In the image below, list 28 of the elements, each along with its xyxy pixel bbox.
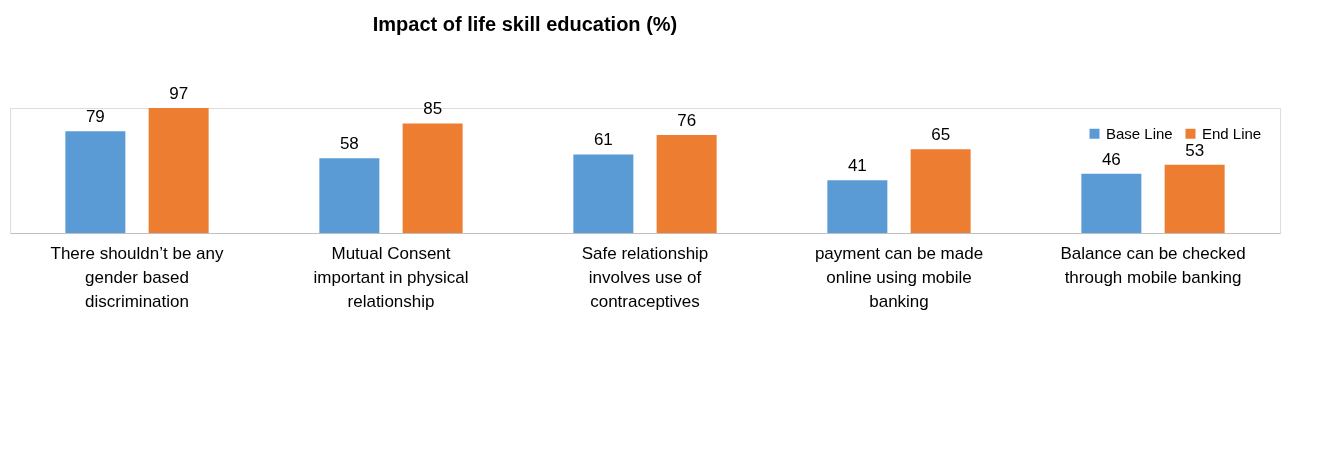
data-label: 79 bbox=[85, 107, 105, 127]
data-label: 41 bbox=[847, 156, 867, 176]
data-label: 65 bbox=[931, 125, 951, 145]
data-label: 85 bbox=[423, 99, 443, 119]
data-label: 97 bbox=[169, 84, 189, 103]
x-tick-label: payment can be made online using mobile banking bbox=[814, 243, 984, 311]
bar bbox=[827, 180, 888, 233]
bar bbox=[656, 135, 717, 233]
data-label: 53 bbox=[1185, 140, 1205, 160]
data-label: 58 bbox=[339, 134, 359, 154]
bar bbox=[319, 158, 380, 233]
chart-title: Impact of life skill education (%) bbox=[372, 13, 678, 35]
bar bbox=[910, 149, 971, 233]
data-label: 46 bbox=[1101, 149, 1121, 169]
bar bbox=[1081, 173, 1142, 233]
bar bbox=[573, 154, 634, 233]
x-tick-label: Balance can be checked through mobile banking bbox=[1060, 243, 1246, 287]
x-tick-label: Safe relationship involves use of contraceptives bbox=[581, 243, 709, 311]
bar bbox=[148, 108, 209, 233]
x-tick-label: There shouldn’t be any gender based discrimination bbox=[50, 243, 224, 311]
data-label: 61 bbox=[593, 130, 613, 150]
legend-label: End Line bbox=[1202, 124, 1262, 142]
data-label: 76 bbox=[677, 111, 697, 131]
x-tick-label: Mutual Consent important in physical relationship bbox=[313, 243, 469, 311]
bar bbox=[402, 123, 463, 233]
bar bbox=[65, 131, 126, 233]
legend-label: Base Line bbox=[1106, 124, 1173, 142]
bar bbox=[1164, 164, 1225, 233]
